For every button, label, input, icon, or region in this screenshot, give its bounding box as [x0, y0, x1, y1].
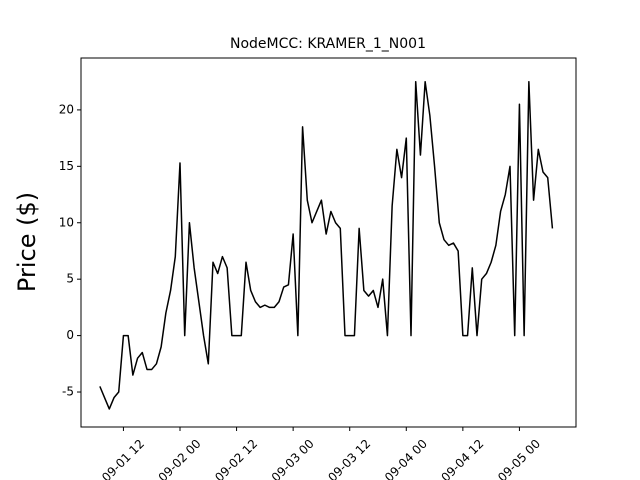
y-tick-label: -5: [62, 385, 74, 399]
y-tick-label: 15: [59, 159, 74, 173]
y-axis-label: Price ($): [13, 192, 41, 292]
y-tick-label: 10: [59, 215, 74, 229]
plot-frame: [80, 57, 577, 428]
x-tick-label: 09-02 00: [156, 437, 204, 480]
x-tick-label: 09-02 12: [212, 437, 260, 480]
x-tick-label: 09-04 00: [382, 437, 430, 480]
x-tick-label: 09-01 12: [99, 437, 147, 480]
price-line: [99, 80, 554, 410]
y-tick-label: 5: [66, 272, 74, 286]
x-tick-label: 09-05 00: [495, 437, 543, 480]
x-tick-label: 09-04 12: [438, 437, 486, 480]
y-tick-label: 0: [66, 328, 74, 342]
chart-title: NodeMCC: KRAMER_1_N001: [230, 36, 426, 52]
y-tick-label: 20: [59, 102, 74, 116]
x-tick-label: 09-03 12: [325, 437, 373, 480]
x-tick-label: 09-03 00: [269, 437, 317, 480]
